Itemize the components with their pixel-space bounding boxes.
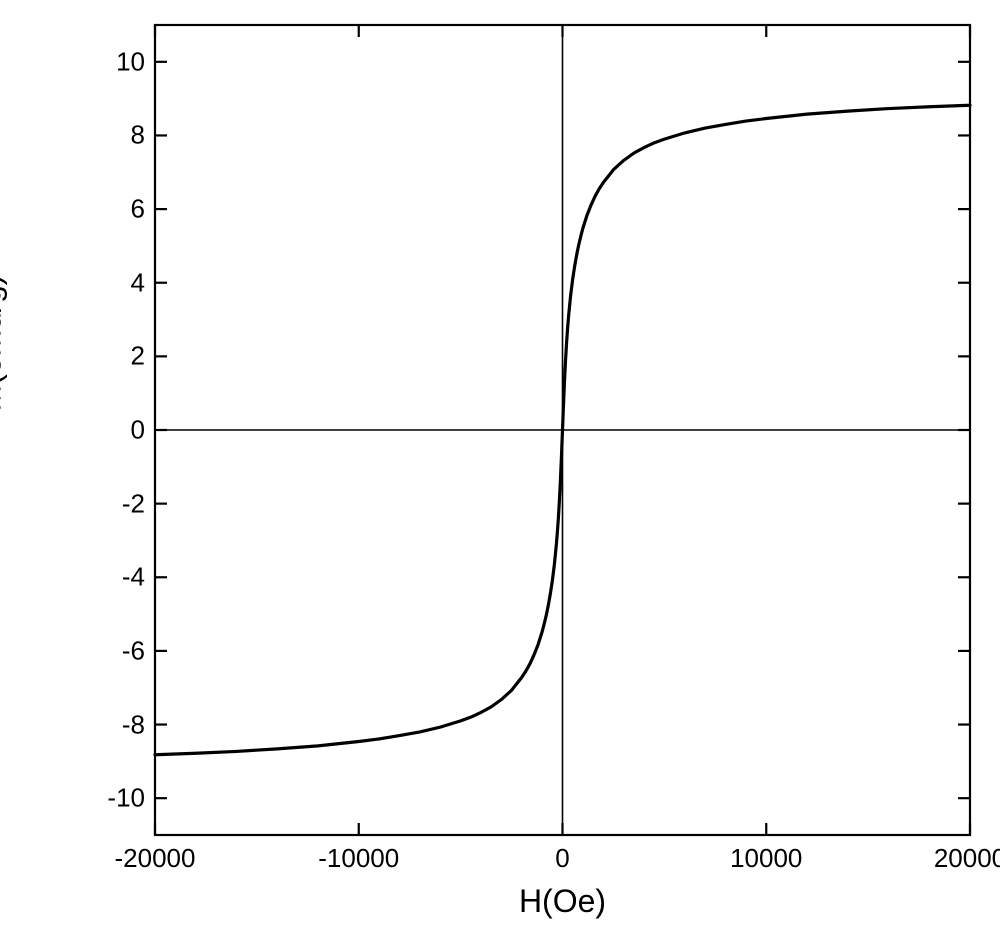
magnetization-chart: M(emu/g) H(Oe) -20000 -10000 0 10000 20000 -1… — [0, 0, 1000, 948]
y-axis-label: M(emu/g) — [0, 275, 9, 412]
y-tick-label: -10 — [107, 783, 145, 814]
y-tick-label: -6 — [122, 635, 145, 666]
y-tick-label: 8 — [131, 120, 145, 151]
y-tick-label: 2 — [131, 341, 145, 372]
y-tick-label: 0 — [131, 415, 145, 446]
x-axis-label: H(Oe) — [519, 883, 606, 920]
y-tick-label: -4 — [122, 562, 145, 593]
y-tick-label: -8 — [122, 709, 145, 740]
y-tick-label: -2 — [122, 488, 145, 519]
chart-svg — [0, 0, 1000, 948]
y-tick-label: 6 — [131, 194, 145, 225]
x-tick-label: 10000 — [730, 843, 802, 874]
y-tick-label: 4 — [131, 267, 145, 298]
x-tick-label: 0 — [555, 843, 569, 874]
x-tick-label: 20000 — [934, 843, 1000, 874]
x-tick-label: -20000 — [115, 843, 196, 874]
y-tick-label: 10 — [116, 46, 145, 77]
x-tick-label: -10000 — [318, 843, 399, 874]
